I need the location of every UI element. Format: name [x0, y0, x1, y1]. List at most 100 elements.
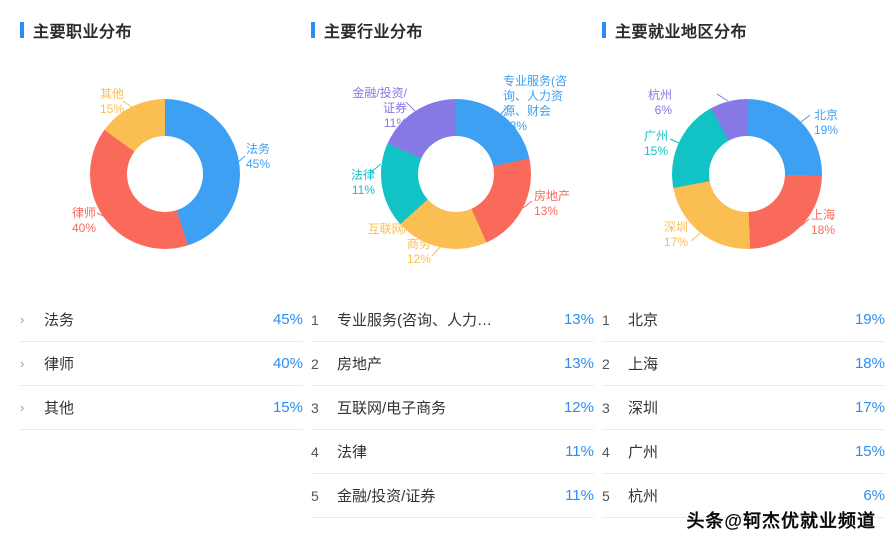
- slice-percent: 13%: [534, 204, 559, 218]
- slice-percent: 40%: [71, 221, 96, 235]
- slice-label: 金融/投资/证券: [352, 86, 407, 115]
- slice-label: 互联网/电子商务: [367, 222, 431, 251]
- slice-percent: 11%: [351, 183, 375, 197]
- slice-callout-lvshi: 律师 40%: [62, 206, 96, 236]
- row-label: 其他: [44, 400, 75, 417]
- row-rank: 2: [602, 355, 610, 372]
- donut-hole: [127, 136, 203, 212]
- row-rank: 4: [311, 443, 319, 460]
- callout-connector-line: [800, 114, 811, 123]
- row-label: 广州: [628, 444, 659, 461]
- list-item: 2 上海 18%: [602, 342, 885, 386]
- row-rank: 2: [311, 355, 319, 372]
- slice-callout-hangzhou: 杭州 6%: [636, 88, 672, 118]
- row-label: 法律: [337, 444, 368, 461]
- slice-label: 杭州: [647, 88, 672, 102]
- section-title-industry: 主要行业分布: [311, 18, 594, 42]
- row-label: 杭州: [628, 488, 659, 505]
- slice-percent: 6%: [654, 103, 672, 117]
- list-item: 1 专业服务(咨询、人力… 13%: [311, 298, 594, 342]
- section-occupation: 主要职业分布 其他 15% 法务 45% 律师 40%: [20, 18, 303, 518]
- slice-callout-law: 法律 11%: [341, 168, 375, 198]
- chevron-right-icon: ›: [20, 312, 25, 327]
- row-percent: 6%: [863, 487, 885, 504]
- row-label: 金融/投资/证券: [337, 488, 436, 505]
- list-item: 5 杭州 6%: [602, 474, 885, 518]
- row-label: 深圳: [628, 400, 659, 417]
- list-item: 2 房地产 13%: [311, 342, 594, 386]
- section-title-text: 主要行业分布: [324, 24, 424, 41]
- donut-chart-industry: 金融/投资/证券 11% 专业服务(咨询、人力资源、财会 13% 法律 11% …: [311, 44, 594, 296]
- slice-callout-shenzhen: 深圳 17%: [648, 220, 688, 250]
- row-percent: 11%: [565, 487, 594, 504]
- industry-list: 1 专业服务(咨询、人力… 13% 2 房地产 13% 3 互联网/电子商务 1…: [311, 298, 594, 518]
- row-percent: 17%: [854, 399, 885, 416]
- row-rank: 3: [602, 399, 610, 416]
- title-accent-bar: [20, 22, 24, 38]
- list-item[interactable]: › 律师 40%: [20, 342, 303, 386]
- slice-callout-realestate: 房地产 13%: [534, 189, 570, 219]
- row-rank: 5: [602, 487, 610, 504]
- row-rank: 1: [311, 311, 319, 328]
- row-rank: 3: [311, 399, 319, 416]
- slice-percent: 45%: [246, 157, 271, 171]
- callout-connector-line: [405, 101, 416, 112]
- section-region: 主要就业地区分布 杭州 6% 北京 19% 广州 15%: [602, 18, 885, 518]
- slice-label: 法务: [246, 142, 271, 156]
- section-title-region: 主要就业地区分布: [602, 18, 885, 42]
- donut-chart-occupation: 其他 15% 法务 45% 律师 40%: [20, 44, 303, 296]
- slice-callout-internet: 互联网/电子商务 12%: [367, 222, 431, 267]
- slice-percent: 12%: [406, 252, 431, 266]
- row-percent: 15%: [854, 443, 885, 460]
- section-title-occupation: 主要职业分布: [20, 18, 303, 42]
- list-item[interactable]: › 其他 15%: [20, 386, 303, 430]
- slice-label: 上海: [811, 208, 836, 222]
- chevron-right-icon: ›: [20, 400, 25, 415]
- slice-label: 法律: [350, 168, 375, 182]
- row-rank: 1: [602, 311, 610, 328]
- list-item: 3 互联网/电子商务 12%: [311, 386, 594, 430]
- report-page: 主要职业分布 其他 15% 法务 45% 律师 40%: [20, 18, 885, 518]
- row-percent: 19%: [854, 311, 885, 328]
- slice-callout-qita: 其他 15%: [78, 87, 124, 117]
- watermark-text: 头条@轲杰优就业频道: [686, 511, 876, 531]
- slice-label: 其他: [99, 87, 124, 101]
- row-rank: 5: [311, 487, 319, 504]
- title-accent-bar: [602, 22, 606, 38]
- slice-percent: 17%: [663, 235, 688, 249]
- slice-percent: 11%: [383, 116, 407, 130]
- slice-callout-shanghai: 上海 18%: [811, 208, 835, 238]
- donut-hole: [418, 136, 494, 212]
- donut-hole: [709, 136, 785, 212]
- row-label: 互联网/电子商务: [337, 400, 447, 417]
- occupation-list: › 法务 45% › 律师 40% › 其他 15%: [20, 298, 303, 430]
- slice-callout-finance: 金融/投资/证券 11%: [345, 86, 407, 131]
- row-percent: 18%: [854, 355, 885, 372]
- list-item: 5 金融/投资/证券 11%: [311, 474, 594, 518]
- row-percent: 15%: [272, 399, 303, 416]
- slice-percent: 19%: [814, 123, 839, 137]
- callout-connector-line: [431, 246, 441, 257]
- row-label: 专业服务(咨询、人力…: [337, 312, 492, 329]
- row-percent: 40%: [272, 355, 303, 372]
- slice-label: 深圳: [663, 220, 688, 234]
- slice-percent: 15%: [643, 144, 668, 158]
- row-label: 北京: [628, 312, 659, 329]
- row-label: 上海: [628, 356, 659, 373]
- slice-label: 律师: [71, 206, 96, 220]
- row-percent: 11%: [565, 443, 594, 460]
- row-percent: 13%: [563, 355, 594, 372]
- row-label: 房地产: [337, 356, 383, 373]
- row-percent: 45%: [272, 311, 303, 328]
- title-accent-bar: [311, 22, 315, 38]
- row-label: 律师: [44, 356, 75, 373]
- list-item[interactable]: › 法务 45%: [20, 298, 303, 342]
- slice-label: 专业服务(咨询、人力资源、财会: [503, 74, 567, 118]
- callout-connector-line: [690, 232, 701, 242]
- slice-callout-guangzhou: 广州 15%: [630, 129, 668, 159]
- row-label: 法务: [44, 312, 75, 329]
- row-percent: 13%: [563, 311, 594, 328]
- row-rank: 4: [602, 443, 610, 460]
- slice-label: 广州: [643, 129, 668, 143]
- section-industry: 主要行业分布 金融/投资/证券 11% 专业服务(咨询、人力资源、财会 13% …: [311, 18, 594, 518]
